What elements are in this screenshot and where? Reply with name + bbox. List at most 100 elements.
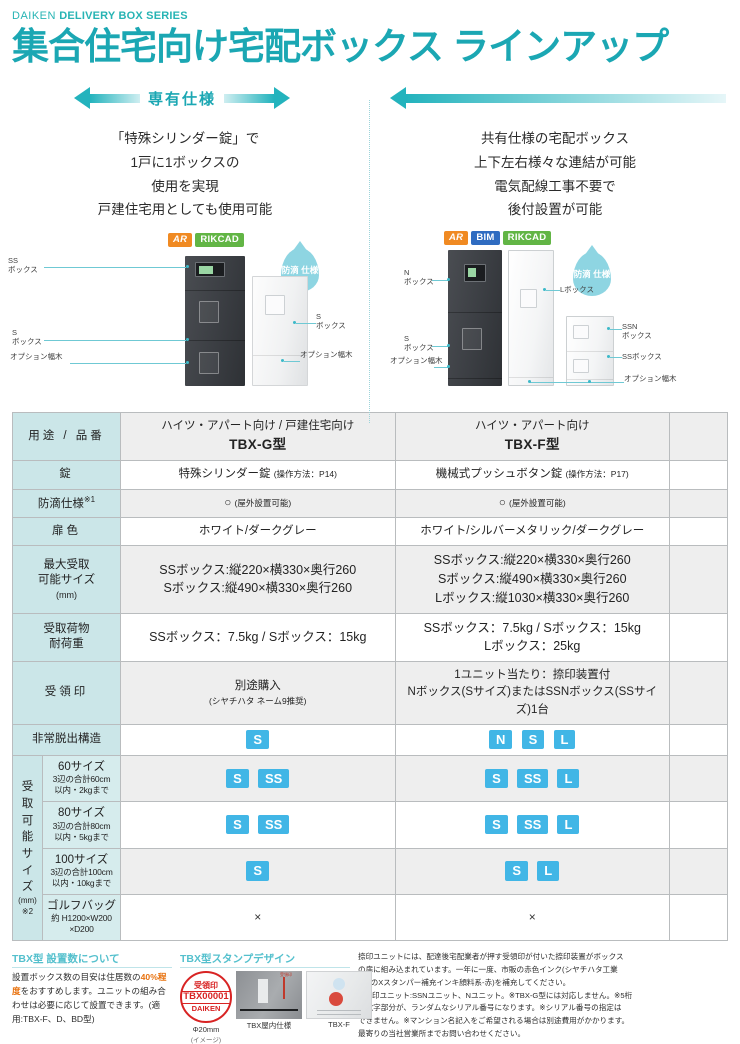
load-head-l1: 受取荷物: [43, 622, 90, 635]
cell-stamp-f: 1ユニット当たり：捺印装置付 Nボックス(Sサイズ)またはSSNボックス(SSサ…: [394, 661, 670, 725]
label-ss-box-left: SS ボックス: [8, 255, 38, 275]
usage-f-model: TBX-F型: [504, 437, 560, 453]
footer-note-line: の扉に組み込まれています。一年に一度、市販の赤色インク(シヤチハタ工業: [358, 965, 618, 975]
load-f-l2: Lボックス：25kg: [484, 639, 581, 654]
max-size-g-l2: Sボックス:縦490×横330×奥行260: [163, 581, 353, 596]
golf-sub1: 約 H1200×W200: [51, 913, 112, 924]
footer-note-lines: 捺印ユニットには、配達後宅配業者が押す受領印が付いた捺印装置がボックス の扉に組…: [358, 951, 728, 1040]
row-header-stamp: 受領印: [12, 661, 121, 725]
size-80-label: 80サイズ: [58, 807, 105, 820]
table-row-size-60: 受取可能サイズ (mm) ※2 60サイズ 3辺の合計60cm 以内・2kgまで…: [12, 755, 728, 942]
footer-note-line: 最寄りの当社営業所までお問い合わせください。: [358, 1028, 526, 1038]
install-body-pre: 設置ボックス数の目安は住居数の: [12, 972, 141, 983]
row-header-escape: 非常脱出構造: [12, 723, 121, 757]
table-row-size-80: 80サイズ 3辺の合計80cm 以内・5kgまで S SS S SS L: [13, 801, 728, 849]
hero-vertical-divider: [369, 100, 370, 423]
waterdrop-line2: 仕様: [593, 268, 611, 279]
footer-stamp-design: TBX型スタンプデザイン 受領印 TBX00001 DAIKEN Φ20mm (…: [180, 951, 372, 1044]
table-row-load: 受取荷物 耐荷重 SSボックス：7.5kg / Sボックス：15kg SSボック…: [12, 612, 728, 663]
label-l-box: Lボックス: [560, 284, 594, 294]
keypad-icon-left: [195, 261, 225, 277]
receipt-stamp-icon: 受領印 TBX00001 DAIKEN: [180, 971, 232, 1024]
badge-rikcad: RIKCAD: [195, 232, 245, 248]
row-header-size-group: 受取可能サイズ (mm) ※2: [12, 755, 43, 942]
cell-size-80-g: S SS: [120, 801, 396, 849]
desc-left-line: 使用を実現: [151, 178, 219, 194]
size-60-sub1: 3辺の合計60cm: [52, 774, 111, 785]
stamp-f-l1: 1ユニット当たり：捺印装置付: [454, 669, 611, 682]
usage-g-model: TBX-G型: [229, 437, 287, 453]
cell-stamp-empty: [669, 661, 728, 725]
stamp-sample-block: 受領印 TBX00001 DAIKEN Φ20mm (イメージ): [180, 971, 232, 1044]
product-illustration-row: AR RIKCAD 防滴 仕様 SS ボックス: [0, 230, 740, 400]
chip-s: S: [246, 729, 270, 750]
waterdrop-line2: 仕様: [301, 264, 319, 275]
chip-l: L: [537, 861, 560, 881]
size-80-sub1: 3辺の合計80cm: [52, 820, 111, 831]
chip-s: S: [226, 814, 249, 835]
photo-block-tbxf: TBX-F: [306, 971, 372, 1044]
stamp-line1: 受領印: [194, 980, 218, 990]
table-row-usage: 用途 / 品番 ハイツ・アパート向け / 戸建住宅向け TBX-G型 ハイツ・ア…: [12, 411, 728, 462]
stamp-image-note: (イメージ): [190, 1037, 222, 1044]
footer: TBX型 設置数について 設置ボックス数の目安は住居数の40%程度をおすすめしま…: [12, 951, 728, 1044]
arrow-right-icon: [274, 87, 290, 110]
chip-l: L: [557, 814, 580, 835]
footer-note-line: 捺印ユニットには、配達後宅配業者が押す受領印が付いた捺印装置がボックス: [358, 952, 624, 962]
keypad-icon-right: [464, 263, 486, 282]
arrow-right-banner-bar: [406, 93, 726, 103]
label-s-box-right-left: S ボックス: [316, 311, 346, 331]
cabinet-dark-right: [448, 249, 502, 386]
footer-stamp-unit-notes: 捺印ユニットには、配達後宅配業者が押す受領印が付いた捺印装置がボックス の扉に組…: [358, 951, 728, 1044]
subhead-golf: ゴルフバッグ 約 H1200×W200 ×D200: [42, 893, 121, 942]
subhead-size-80: 80サイズ 3辺の合計80cm 以内・5kgまで: [42, 801, 121, 849]
cell-size-80-empty: [669, 801, 728, 849]
table-row-size-100: 100サイズ 3辺の合計100cm 以内・10kgまで S S L: [13, 847, 728, 895]
product-right: AR BIM RIKCAD 防滴 仕様: [370, 230, 740, 400]
chip-ss: SS: [516, 814, 549, 835]
row-header-max-size: 最大受取 可能サイズ (mm): [12, 545, 121, 614]
row-header-lock: 錠: [12, 460, 121, 490]
banner-right: [372, 81, 726, 115]
badge-ar: AR: [168, 232, 193, 248]
desc-right-line: 共有仕様の宅配ボックス: [480, 131, 630, 147]
chip-l: L: [557, 768, 580, 789]
label-n-box: N ボックス: [404, 267, 434, 287]
spec-table: 用途 / 品番 ハイツ・アパート向け / 戸建住宅向け TBX-G型 ハイツ・ア…: [12, 411, 728, 942]
table-row-max-size: 最大受取 可能サイズ (mm) SSボックス:縦220×横330×奥行260 S…: [12, 545, 728, 614]
banner-left: 専有仕様: [14, 81, 372, 115]
stamp-samples: 受領印 TBX00001 DAIKEN Φ20mm (イメージ) 受領印 TBX…: [180, 971, 372, 1044]
chip-s: S: [246, 861, 270, 881]
load-head-l2: 耐荷重: [49, 638, 84, 651]
cell-drip-f: ○ (屋外設置可能): [394, 488, 670, 519]
drip-f-note: (屋外設置可能): [508, 497, 566, 508]
label-option-baseboard-right-left2: オプション幅木: [390, 355, 443, 365]
photo-block-indoor: 受領印 TBX屋内仕様: [236, 971, 302, 1044]
cell-usage-f: ハイツ・アパート向け TBX-F型: [394, 411, 670, 462]
cabinet-ssn-right: [566, 315, 614, 386]
size-100-sub1: 3辺の合計100cm: [50, 866, 113, 877]
max-size-head-unit: (mm): [56, 589, 77, 600]
cabinet-white-left: [252, 275, 308, 386]
cell-lock-g: 特殊シリンダー錠 (操作方法：P14): [120, 460, 396, 490]
subhead-size-100: 100サイズ 3辺の合計100cm 以内・10kgまで: [42, 847, 121, 895]
size-group-note: ※2: [21, 906, 34, 916]
cell-lock-empty: [669, 460, 728, 490]
stamp-line2: TBX00001: [182, 991, 230, 1005]
waterdrop-label-right: 防滴 仕様: [574, 269, 610, 280]
cell-max-size-g: SSボックス:縦220×横330×奥行260 Sボックス:縦490×横330×奥…: [120, 545, 396, 614]
arrow-right-bar: [224, 93, 274, 103]
cell-max-size-f: SSボックス:縦220×横330×奥行260 Sボックス:縦490×横330×奥…: [394, 545, 670, 614]
max-size-head-l2: 可能サイズ: [37, 574, 96, 587]
chip-s: S: [505, 861, 528, 881]
cell-max-size-empty: [669, 545, 728, 614]
badge-bim: BIM: [471, 230, 500, 246]
badge-ar: AR: [444, 230, 469, 246]
description-row: 「特殊シリンダー錠」で 1戸に1ボックスの 使用を実現 戸建住宅用としても使用可…: [0, 127, 740, 222]
label-s-box-left: S ボックス: [12, 327, 42, 347]
max-size-f-l3: Lボックス:縦1030×横330×奥行260: [435, 590, 630, 605]
chip-l: L: [553, 729, 576, 750]
spec-table-wrap: 用途 / 品番 ハイツ・アパート向け / 戸建住宅向け TBX-G型 ハイツ・ア…: [12, 411, 728, 942]
waterdrop-icon-right: 防滴 仕様: [573, 251, 611, 296]
cell-size-60-empty: [669, 755, 728, 803]
